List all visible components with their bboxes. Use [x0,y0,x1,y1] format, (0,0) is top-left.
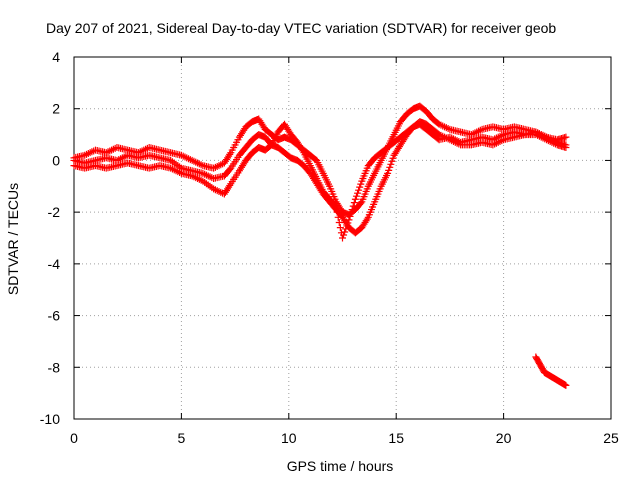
data-point [385,166,393,174]
data-point [562,133,570,141]
data-point [562,381,570,389]
data-point [352,192,360,200]
data-point [356,183,364,191]
series-track-c [70,118,570,242]
y-tick-label: -4 [48,256,61,272]
y-tick-label: -10 [40,411,60,427]
data-point [342,225,350,233]
data-point [339,234,346,242]
data-point [348,206,356,214]
data-point [351,195,359,203]
data-point [388,157,396,165]
x-tick-label: 15 [388,430,404,446]
data-point [346,212,354,220]
data-point [332,203,340,211]
data-point [347,209,355,217]
data-point [357,199,365,207]
data-point [355,186,363,194]
data-point [354,189,362,197]
data-point [386,163,394,171]
y-tick-label: -8 [48,359,61,375]
data-point [562,144,570,151]
data-points [70,102,570,389]
data-point [334,213,342,221]
data-point [343,222,351,230]
data-point [350,199,358,207]
x-tick-label: 20 [496,430,512,446]
data-point [387,160,395,168]
data-point [363,215,371,223]
data-point [331,202,339,210]
y-tick-label: -2 [48,204,61,220]
data-point [226,150,234,158]
series-track-d [532,353,570,389]
plot-frame [73,56,612,420]
data-point [341,228,349,236]
x-axis-label: GPS time / hours [287,458,394,474]
data-point [349,202,357,210]
x-tick-label: 5 [178,430,186,446]
chart-title: Day 207 of 2021, Sidereal Day-to-day VTE… [46,20,556,36]
data-point [344,219,352,227]
data-point [226,181,234,189]
data-point [389,154,397,162]
y-tick-label: 0 [52,152,60,168]
data-point [357,180,365,188]
data-point [336,224,344,232]
y-tick-label: 4 [52,49,60,65]
data-point [384,169,392,177]
data-point [340,231,348,239]
data-point [299,147,307,155]
y-axis-label: SDTVAR / TECUs [5,183,21,295]
data-point [335,218,343,226]
data-point [333,208,341,216]
x-tick-label: 0 [70,430,78,446]
y-tick-label: 2 [52,101,60,117]
data-point [345,216,353,224]
x-tick-label: 10 [281,430,297,446]
y-tick-label: -6 [48,308,61,324]
x-tick-label: 25 [603,430,619,446]
